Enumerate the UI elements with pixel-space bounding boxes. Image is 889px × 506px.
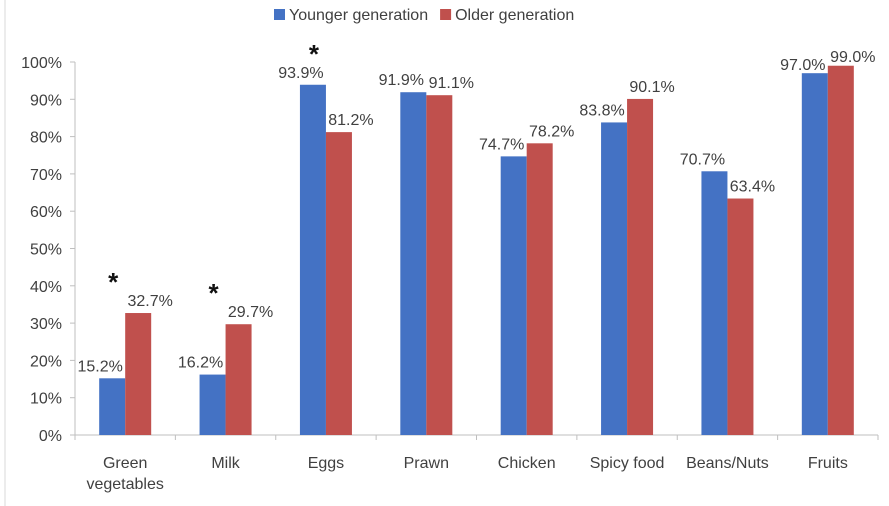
data-label: 32.7% (128, 293, 173, 310)
data-label: 99.0% (830, 49, 875, 66)
x-category-label: Spicy food (590, 455, 665, 472)
data-label: 15.2% (78, 358, 123, 375)
data-label: 93.9% (278, 65, 323, 82)
bar-younger (400, 92, 427, 435)
data-label: 81.2% (328, 112, 373, 129)
y-tick-label: 50% (30, 242, 62, 259)
y-axis: 0% 10% 20% 30% 40% 50% 60% 70% 80% 90% 100% (21, 55, 76, 445)
y-tick-label: 40% (30, 279, 62, 296)
legend-swatch (274, 9, 285, 20)
x-category-label: Beans/Nuts (686, 455, 769, 472)
x-category-label: Green vegetables (86, 455, 163, 493)
bar-younger (500, 156, 527, 435)
y-tick-label: 80% (30, 130, 62, 147)
y-tick-label: 60% (30, 204, 62, 221)
y-tick-label: 20% (30, 353, 62, 370)
x-category-label: Fruits (808, 455, 848, 472)
x-category-label: Prawn (404, 455, 449, 472)
legend: Younger generation Older generation (274, 7, 574, 24)
y-tick-label: 30% (30, 316, 62, 333)
y-tick-label: 0% (39, 428, 62, 445)
bar-younger (99, 378, 126, 435)
y-tick-label: 10% (30, 391, 62, 408)
data-label: 90.1% (629, 79, 674, 96)
bar-older (225, 324, 252, 435)
x-category-label: Milk (211, 455, 240, 472)
bar-older (727, 198, 754, 435)
bar-younger (199, 374, 226, 435)
bar-older (325, 132, 352, 435)
significance-marker: * (108, 267, 119, 297)
data-labels: 15.2% 16.2% 93.9% 91.9% 74.7% 83.8% 70.7% 97.0%… (78, 39, 876, 376)
bar-younger (801, 73, 828, 435)
bars (99, 65, 854, 436)
data-label: 91.9% (379, 72, 424, 89)
y-tick-label: 70% (30, 167, 62, 184)
bar-older (426, 95, 453, 436)
bar-younger (701, 171, 728, 435)
significance-marker: * (309, 39, 320, 69)
data-label: 91.1% (429, 75, 474, 92)
legend-label: Younger generation (289, 7, 428, 24)
x-category-label: Eggs (308, 455, 344, 472)
x-axis: Green vegetables Milk Eggs Prawn Chicken Spicy… (74, 434, 879, 493)
data-label: 78.2% (529, 123, 574, 140)
data-label: 63.4% (730, 179, 775, 196)
data-label: 16.2% (178, 355, 223, 372)
bar-older (125, 313, 152, 435)
bar-older (827, 65, 854, 435)
data-label: 74.7% (479, 136, 524, 153)
y-tick-label: 100% (21, 55, 62, 72)
significance-marker: * (209, 278, 220, 308)
bar-younger (299, 84, 326, 436)
y-tick-label: 90% (30, 92, 62, 109)
bar-older (627, 98, 654, 435)
legend-swatch (440, 9, 452, 20)
data-label: 83.8% (579, 102, 624, 119)
bar-younger (601, 122, 628, 436)
legend-label: Older generation (455, 7, 574, 24)
bar-older (526, 143, 553, 435)
data-label: 29.7% (228, 304, 273, 321)
x-category-label: Chicken (498, 455, 556, 472)
data-label: 97.0% (780, 57, 825, 74)
data-label: 70.7% (680, 151, 725, 168)
